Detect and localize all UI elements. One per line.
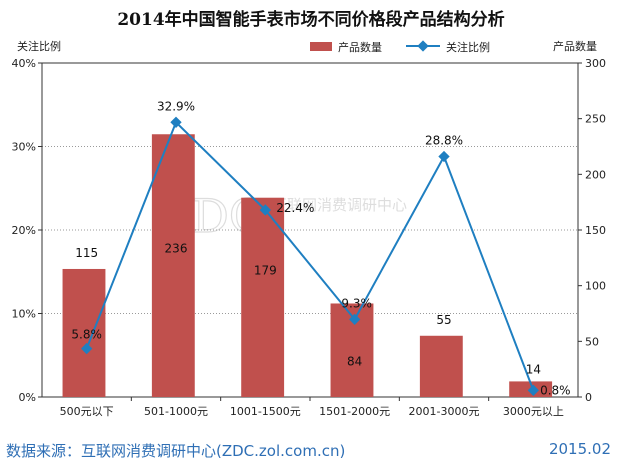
right-tick-label: 250	[585, 113, 606, 126]
bar-data-label: 115	[75, 246, 98, 260]
right-tick-label: 100	[585, 280, 606, 293]
source-note: 数据来源：互联网消费调研中心(ZDC.zol.com.cn)	[6, 442, 346, 460]
bar-data-label: 179	[254, 264, 277, 278]
line-marker	[349, 313, 361, 326]
legend-line-marker	[417, 40, 429, 52]
x-tick-label: 1501-2000元	[319, 405, 390, 418]
right-tick-label: 200	[585, 168, 606, 181]
legend-line-label: 关注比例	[446, 40, 490, 54]
bar	[241, 197, 285, 397]
watermark-subtext: 互联网消费调研中心	[272, 196, 407, 214]
legend-bar-label: 产品数量	[338, 40, 382, 54]
bar	[62, 268, 106, 397]
x-tick-label: 500元以下	[60, 405, 114, 418]
left-tick-label: 40%	[12, 57, 36, 70]
right-tick-label: 0	[585, 391, 592, 404]
bar	[151, 134, 195, 397]
left-tick-label: 10%	[12, 308, 36, 321]
legend-bar-swatch	[310, 42, 332, 51]
line-marker	[527, 384, 539, 396]
x-tick-label: 1001-1500元	[230, 405, 301, 418]
left-tick-label: 0%	[19, 391, 36, 404]
line-data-label: 28.8%	[425, 134, 463, 148]
line-data-label: 9.3%	[341, 296, 372, 310]
x-tick-label: 501-1000元	[144, 405, 208, 418]
left-tick-label: 20%	[12, 224, 36, 237]
bar-data-label: 84	[347, 354, 362, 368]
line-marker	[259, 204, 271, 216]
line-data-label: 0.8%	[540, 383, 571, 397]
right-axis-title: 产品数量	[553, 39, 597, 53]
right-tick-label: 50	[585, 335, 599, 348]
x-tick-label: 3000元以上	[503, 405, 564, 418]
right-tick-label: 150	[585, 224, 606, 237]
left-axis-title: 关注比例	[17, 39, 61, 53]
line-series	[85, 120, 535, 391]
bar	[419, 335, 463, 397]
left-tick-label: 30%	[12, 141, 36, 154]
right-tick-label: 300	[585, 57, 606, 70]
bar-data-label: 236	[165, 241, 188, 255]
bar-data-label: 14	[526, 362, 541, 376]
x-tick-label: 2001-3000元	[409, 405, 480, 418]
date-note: 2015.02	[548, 440, 611, 458]
line-marker	[438, 150, 450, 163]
bar-data-label: 55	[436, 313, 451, 327]
line-data-label: 32.9%	[157, 99, 195, 113]
line-data-label: 5.8%	[71, 328, 102, 342]
chart-title: 2014年中国智能手表市场不同价格段产品结构分析	[117, 9, 504, 30]
legend: 产品数量 关注比例	[310, 40, 490, 54]
line-data-label: 22.4%	[276, 201, 314, 215]
plot-area: 0% 10% 20% 30% 40% 0 50 100 150 200 250 300 500元以下 50…	[12, 57, 606, 418]
